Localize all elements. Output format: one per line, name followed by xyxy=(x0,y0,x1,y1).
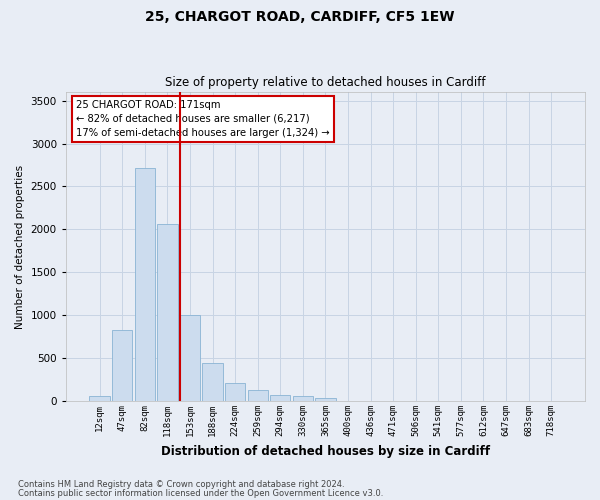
Text: Contains public sector information licensed under the Open Government Licence v3: Contains public sector information licen… xyxy=(18,488,383,498)
Title: Size of property relative to detached houses in Cardiff: Size of property relative to detached ho… xyxy=(165,76,485,90)
Bar xyxy=(293,396,313,401)
Bar xyxy=(89,396,110,401)
Text: Contains HM Land Registry data © Crown copyright and database right 2024.: Contains HM Land Registry data © Crown c… xyxy=(18,480,344,489)
Bar xyxy=(248,390,268,401)
Text: 25 CHARGOT ROAD: 171sqm
← 82% of detached houses are smaller (6,217)
17% of semi: 25 CHARGOT ROAD: 171sqm ← 82% of detache… xyxy=(76,100,330,138)
X-axis label: Distribution of detached houses by size in Cardiff: Distribution of detached houses by size … xyxy=(161,444,490,458)
Y-axis label: Number of detached properties: Number of detached properties xyxy=(15,164,25,328)
Bar xyxy=(157,224,178,401)
Bar xyxy=(180,316,200,401)
Bar xyxy=(112,330,133,401)
Bar xyxy=(134,168,155,401)
Text: 25, CHARGOT ROAD, CARDIFF, CF5 1EW: 25, CHARGOT ROAD, CARDIFF, CF5 1EW xyxy=(145,10,455,24)
Bar xyxy=(270,395,290,401)
Bar xyxy=(315,398,335,401)
Bar xyxy=(202,362,223,401)
Bar xyxy=(225,383,245,401)
